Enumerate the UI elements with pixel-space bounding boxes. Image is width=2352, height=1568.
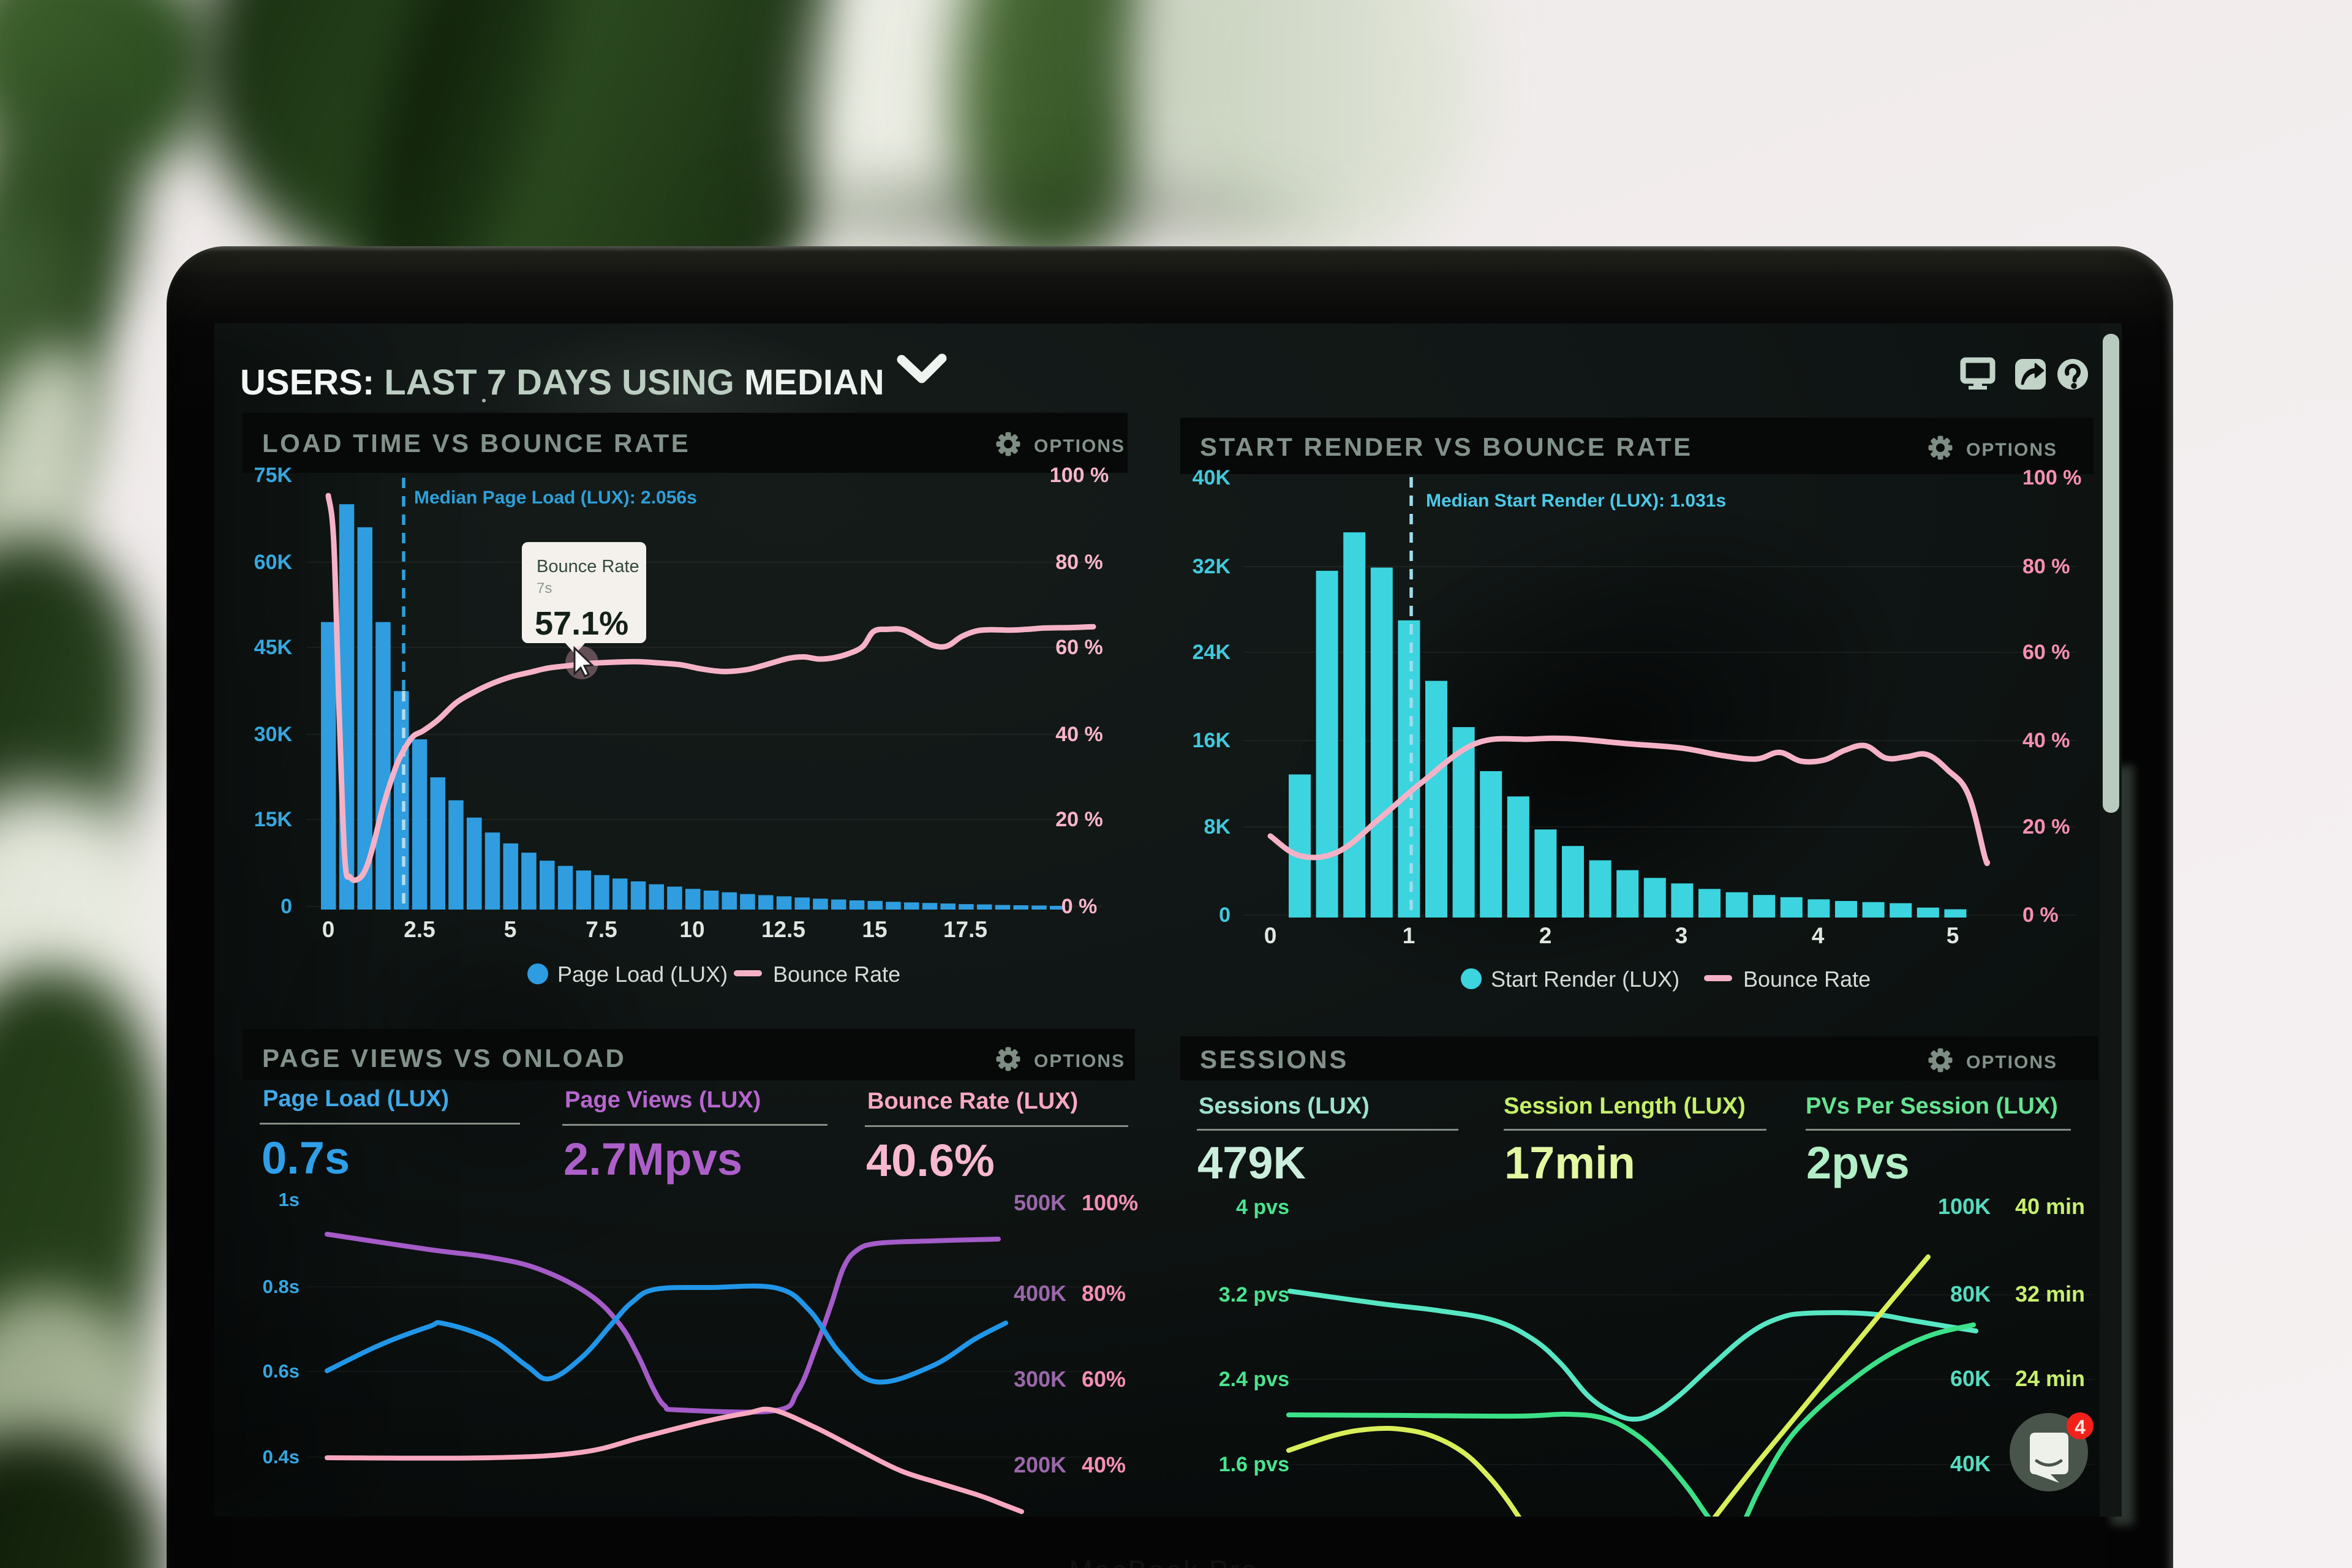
- svg-text:0.7s: 0.7s: [262, 1133, 350, 1183]
- svg-text:40.6%: 40.6%: [866, 1135, 995, 1186]
- svg-text:Page Load (LUX): Page Load (LUX): [557, 962, 728, 987]
- svg-text:100 %: 100 %: [2022, 466, 2081, 489]
- svg-text:479K: 479K: [1197, 1137, 1306, 1188]
- svg-text:0.6s: 0.6s: [263, 1360, 300, 1382]
- svg-text:20 %: 20 %: [2022, 815, 2070, 839]
- svg-text:2pvs: 2pvs: [1806, 1137, 1910, 1188]
- svg-text:60 %: 60 %: [1055, 636, 1103, 659]
- svg-text:17.5: 17.5: [943, 917, 987, 942]
- svg-text:Page Load (LUX): Page Load (LUX): [263, 1086, 449, 1112]
- svg-text:0: 0: [1264, 923, 1277, 948]
- svg-text:17min: 17min: [1504, 1137, 1635, 1188]
- svg-text:PVs Per Session (LUX): PVs Per Session (LUX): [1806, 1093, 2058, 1119]
- svg-text:Start Render (LUX): Start Render (LUX): [1491, 967, 1679, 992]
- svg-text:8K: 8K: [1204, 815, 1231, 839]
- svg-text:40 %: 40 %: [1055, 723, 1103, 746]
- svg-text:1: 1: [1403, 923, 1415, 948]
- svg-text:2.4 pvs: 2.4 pvs: [1219, 1368, 1289, 1391]
- svg-text:5: 5: [1947, 923, 1959, 948]
- svg-text:300K: 300K: [1014, 1366, 1066, 1392]
- svg-text:MacBook Pro: MacBook Pro: [1069, 1555, 1258, 1568]
- svg-text:1s: 1s: [279, 1189, 300, 1210]
- svg-text:32 min: 32 min: [2015, 1281, 2085, 1306]
- svg-text:0.4s: 0.4s: [263, 1446, 300, 1468]
- svg-text:40%: 40%: [1082, 1452, 1126, 1477]
- svg-text:4: 4: [1812, 923, 1825, 948]
- svg-text:3.2 pvs: 3.2 pvs: [1219, 1283, 1289, 1306]
- svg-text:15: 15: [862, 917, 887, 942]
- svg-text:PAGE VIEWS VS ONLOAD: PAGE VIEWS VS ONLOAD: [262, 1044, 626, 1072]
- svg-text:80 %: 80 %: [1055, 551, 1103, 574]
- svg-text:60%: 60%: [1082, 1366, 1126, 1392]
- svg-text:60K: 60K: [254, 551, 293, 574]
- svg-text:100K: 100K: [1938, 1194, 1991, 1219]
- svg-text:16K: 16K: [1193, 729, 1231, 752]
- svg-text:7s: 7s: [537, 580, 552, 597]
- svg-text:0.8s: 0.8s: [263, 1276, 300, 1297]
- svg-text:57.1%: 57.1%: [535, 605, 628, 642]
- svg-text:0 %: 0 %: [2022, 903, 2059, 927]
- svg-text:80K: 80K: [1950, 1281, 1991, 1306]
- svg-text:40K: 40K: [1193, 466, 1231, 489]
- svg-text:Sessions (LUX): Sessions (LUX): [1199, 1093, 1370, 1119]
- svg-text:Bounce Rate: Bounce Rate: [1743, 967, 1871, 992]
- svg-text:60 %: 60 %: [2022, 641, 2070, 664]
- svg-text:200K: 200K: [1014, 1452, 1066, 1477]
- svg-text:20 %: 20 %: [1055, 808, 1103, 831]
- svg-text:2: 2: [1539, 923, 1552, 948]
- svg-text:100 %: 100 %: [1050, 464, 1109, 487]
- svg-text:80%: 80%: [1082, 1281, 1126, 1306]
- svg-text:2.7Mpvs: 2.7Mpvs: [564, 1134, 742, 1185]
- svg-text:500K: 500K: [1014, 1190, 1066, 1215]
- svg-text:Page Views (LUX): Page Views (LUX): [565, 1087, 761, 1113]
- svg-text:40K: 40K: [1950, 1451, 1991, 1476]
- svg-text:Session Length (LUX): Session Length (LUX): [1504, 1093, 1746, 1119]
- svg-text:24K: 24K: [1193, 641, 1231, 664]
- svg-text:Bounce Rate: Bounce Rate: [537, 557, 639, 576]
- svg-text:USERS: LAST 7 DAYS USING MEDIA: USERS: LAST 7 DAYS USING MEDIAN: [240, 363, 884, 402]
- svg-text:0 %: 0 %: [1061, 895, 1098, 918]
- svg-text:80 %: 80 %: [2022, 555, 2070, 578]
- svg-text:Median Page Load (LUX): 2.056s: Median Page Load (LUX): 2.056s: [414, 488, 697, 508]
- svg-text:5: 5: [504, 917, 517, 942]
- svg-text:15K: 15K: [254, 808, 293, 831]
- svg-text:0: 0: [1219, 903, 1231, 927]
- svg-text:LOAD TIME VS BOUNCE RATE: LOAD TIME VS BOUNCE RATE: [262, 429, 690, 458]
- svg-text:OPTIONS: OPTIONS: [1034, 436, 1125, 456]
- svg-text:Bounce Rate (LUX): Bounce Rate (LUX): [867, 1088, 1078, 1114]
- svg-text:12.5: 12.5: [761, 917, 805, 942]
- svg-text:30K: 30K: [254, 723, 293, 746]
- svg-text:OPTIONS: OPTIONS: [1966, 440, 2057, 460]
- svg-text:10: 10: [679, 917, 704, 942]
- svg-text:7.5: 7.5: [586, 917, 617, 942]
- svg-text:60K: 60K: [1950, 1366, 1991, 1391]
- svg-text:SESSIONS: SESSIONS: [1200, 1045, 1349, 1074]
- svg-text:40 %: 40 %: [2022, 729, 2070, 752]
- svg-text:400K: 400K: [1014, 1281, 1066, 1306]
- svg-text:100%: 100%: [1082, 1190, 1138, 1215]
- svg-text:32K: 32K: [1193, 555, 1231, 578]
- svg-text:24 min: 24 min: [2015, 1366, 2085, 1391]
- svg-text:OPTIONS: OPTIONS: [1034, 1051, 1125, 1071]
- svg-text:OPTIONS: OPTIONS: [1966, 1052, 2057, 1072]
- svg-text:40 min: 40 min: [2015, 1194, 2085, 1219]
- svg-text:4 pvs: 4 pvs: [1236, 1196, 1289, 1219]
- svg-text:45K: 45K: [254, 636, 293, 659]
- svg-text:75K: 75K: [254, 464, 293, 487]
- svg-text:4: 4: [2075, 1416, 2086, 1438]
- svg-text:Bounce Rate: Bounce Rate: [773, 962, 900, 987]
- svg-text:START RENDER VS BOUNCE RATE: START RENDER VS BOUNCE RATE: [1200, 432, 1693, 461]
- svg-text:0: 0: [281, 895, 292, 918]
- svg-text:1.6 pvs: 1.6 pvs: [1219, 1453, 1289, 1476]
- svg-text:Median Start Render (LUX): 1.0: Median Start Render (LUX): 1.031s: [1426, 491, 1726, 511]
- svg-text:3: 3: [1675, 923, 1688, 948]
- svg-text:0: 0: [322, 917, 335, 942]
- svg-text:2.5: 2.5: [404, 917, 435, 942]
